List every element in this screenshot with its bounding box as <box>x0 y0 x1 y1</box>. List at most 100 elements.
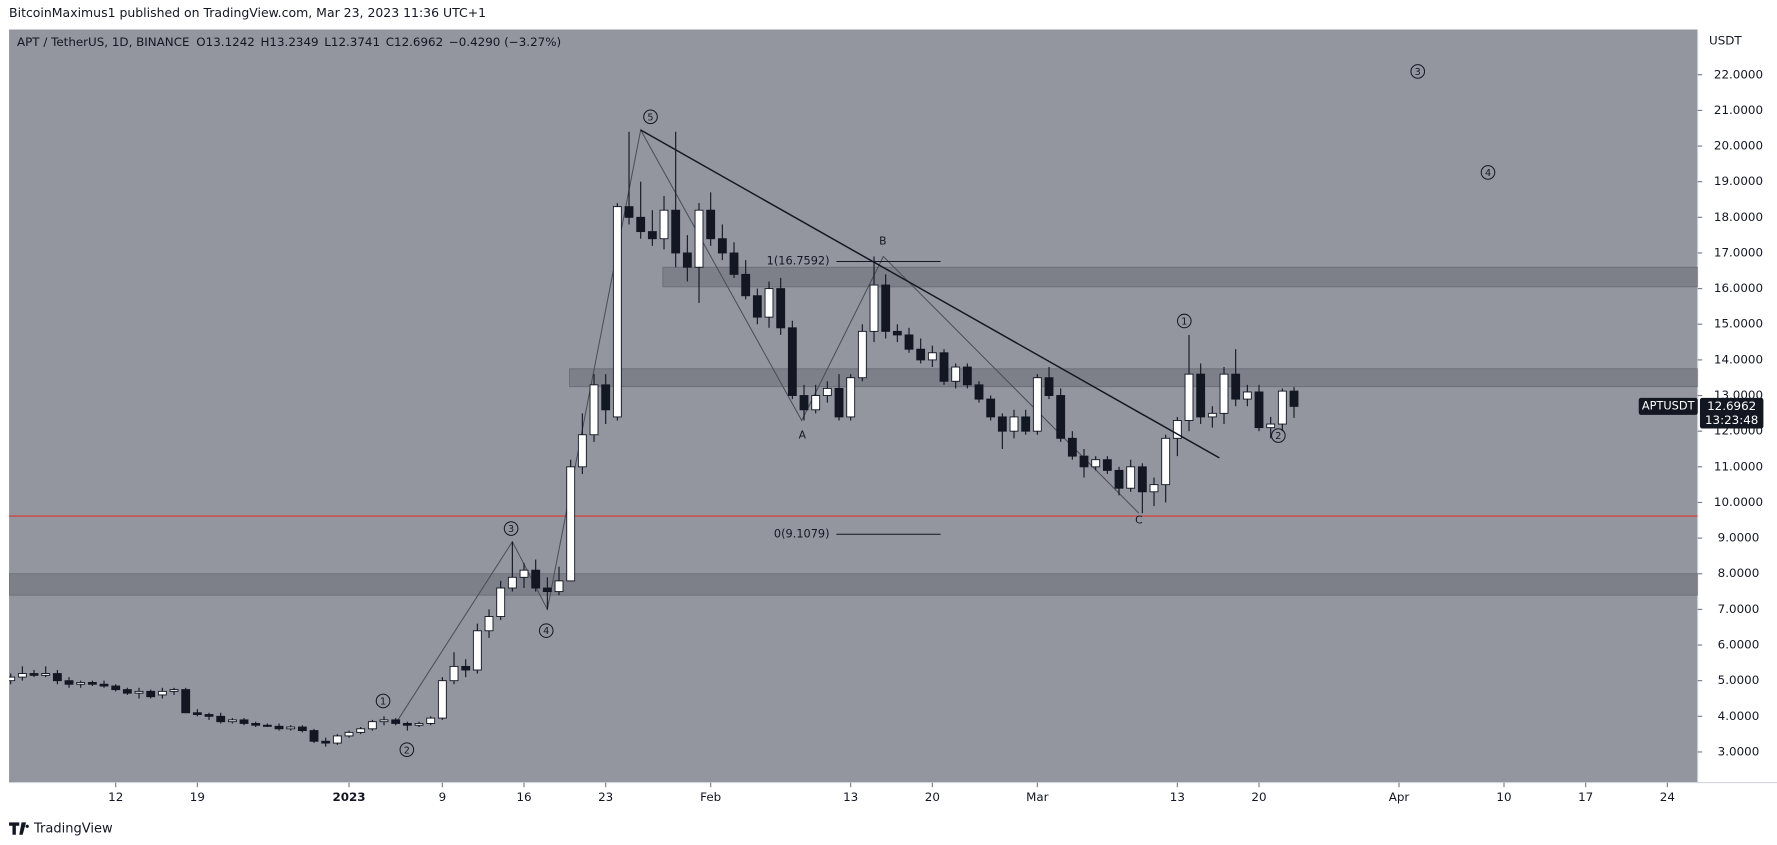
x-tick-label: 20 <box>1251 790 1266 804</box>
y-tick-label: 22.0000 <box>1714 67 1763 81</box>
candle-body <box>554 580 564 593</box>
candle-body <box>262 724 272 727</box>
trendline <box>640 129 1220 459</box>
wave-circle <box>1271 428 1286 443</box>
wave-circle <box>503 521 519 536</box>
countdown: 13:23:48 <box>1705 413 1758 427</box>
wave-circle <box>1410 64 1426 79</box>
candle-body <box>857 330 867 379</box>
candle-body <box>146 690 156 698</box>
x-tick-label: 16 <box>516 790 531 804</box>
y-tick-label: 20.0000 <box>1714 139 1763 153</box>
candle-body <box>799 395 809 411</box>
candle-body <box>869 284 879 332</box>
candle-body <box>822 387 832 396</box>
x-tick-label: 24 <box>1660 790 1675 804</box>
wave-label: 1 <box>1181 317 1187 328</box>
candle-body <box>904 334 914 350</box>
axis-unit: USDT <box>1709 33 1742 47</box>
candle-body <box>881 284 891 332</box>
logo <box>9 822 29 835</box>
candle-body <box>87 682 97 685</box>
candle-body <box>402 722 412 726</box>
candle-body <box>1102 459 1112 471</box>
candle-body <box>472 630 482 671</box>
candle-body <box>461 665 471 671</box>
candle-body <box>916 348 926 361</box>
candle-body <box>1021 416 1031 432</box>
x-tick-label: Feb <box>700 790 721 804</box>
zone <box>9 573 1698 596</box>
candle-body <box>717 238 727 254</box>
candle-body <box>1149 484 1159 493</box>
candle-body <box>1254 391 1264 429</box>
symbol-header: APT / TetherUS, 1D, BINANCE O13.1242 H13.2… <box>17 34 561 48</box>
y-tick-label: 15.0000 <box>1714 317 1763 331</box>
candle-body <box>694 209 704 268</box>
candle-body <box>239 719 249 724</box>
candle-body <box>647 231 657 240</box>
candle-body <box>309 730 319 742</box>
wave-circle <box>643 109 658 125</box>
plot-layer <box>9 128 1698 747</box>
candle-body <box>496 587 506 617</box>
y-tick-label: 21.0000 <box>1714 103 1763 117</box>
candle-body <box>204 714 214 717</box>
candle-body <box>986 398 996 418</box>
candle-body <box>274 725 284 730</box>
candle-body <box>1067 437 1077 457</box>
candle-body <box>379 719 389 723</box>
wave-letter: A <box>799 429 807 442</box>
candle-body <box>227 719 237 723</box>
wave-label: 3 <box>508 524 514 535</box>
candle-body <box>1289 390 1299 407</box>
price-box <box>1699 397 1764 429</box>
candle-body <box>729 252 739 275</box>
candle-body <box>1114 469 1124 489</box>
y-tick-label: 4.0000 <box>1718 709 1760 723</box>
candle-body <box>636 216 646 233</box>
candle-body <box>1219 373 1229 414</box>
wave-letter: B <box>879 235 886 248</box>
wave-letter: C <box>1135 514 1143 527</box>
zone <box>662 266 1698 288</box>
candle-body <box>286 726 296 730</box>
candle-body <box>192 712 202 715</box>
candle-body <box>659 209 669 240</box>
candle-body <box>764 288 774 318</box>
x-tick-label: 10 <box>1496 790 1511 804</box>
x-tick-label: Apr <box>1389 790 1410 804</box>
candle-body <box>1161 437 1171 486</box>
candle-body <box>367 721 377 730</box>
candle-body <box>297 726 307 732</box>
candle-body <box>1277 390 1287 425</box>
candle-body <box>17 673 27 678</box>
y-tick-label: 10.0000 <box>1714 495 1763 509</box>
candle-body <box>1184 373 1194 421</box>
y-tick-label: 5.0000 <box>1718 673 1760 687</box>
overlay-layer: 3.0000 4.0000 5.0000 6.0000 7.0000 8.0000 9.00… <box>108 64 1764 804</box>
candle-body <box>671 209 681 254</box>
candle-body <box>169 689 179 692</box>
candle-body <box>64 680 74 685</box>
wave-label: 1 <box>380 697 386 708</box>
brand: TradingView <box>9 822 113 837</box>
y-tick-label: 7.0000 <box>1718 602 1760 616</box>
candle-body <box>1126 466 1136 489</box>
candle-body <box>682 252 692 268</box>
y-tick-label: 6.0000 <box>1718 638 1760 652</box>
candle-body <box>624 206 634 218</box>
open: 13.1242 <box>206 34 255 48</box>
candle-body <box>892 330 902 336</box>
candle-body <box>332 735 342 744</box>
wave-circle <box>1176 313 1192 329</box>
y-tick-label: 17.0000 <box>1714 245 1763 259</box>
candle-body <box>1172 420 1182 439</box>
candle-body <box>927 352 937 361</box>
wave-circle <box>538 623 554 638</box>
candle-body <box>741 273 751 297</box>
candle-body <box>1032 377 1042 432</box>
candle-body <box>834 387 844 418</box>
candle-body <box>251 722 261 726</box>
candle-body <box>811 395 821 411</box>
